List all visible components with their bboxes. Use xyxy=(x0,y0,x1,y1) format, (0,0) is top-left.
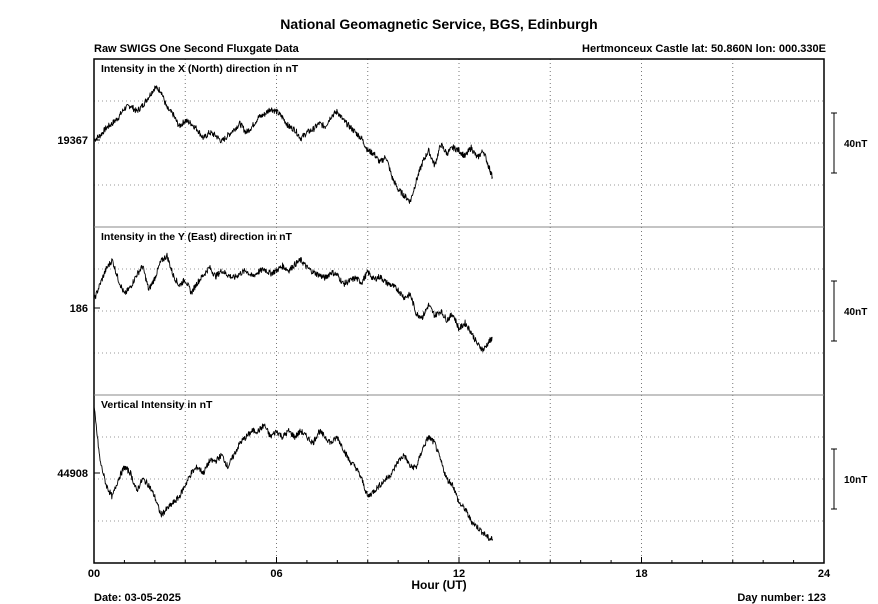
baseline-label: 186 xyxy=(70,303,88,315)
x-tick-label: 06 xyxy=(270,568,282,580)
panel-title: Vertical Intensity in nT xyxy=(101,399,213,411)
day-number-label: Day number: 123 xyxy=(737,592,826,604)
grid-lines xyxy=(94,59,824,563)
chart-labels: 00 06 12 18 24 Intensity in the X (North) dir… xyxy=(57,63,867,580)
panel-title: Intensity in the Y (East) direction in n… xyxy=(101,231,293,243)
baseline-label: 19367 xyxy=(57,135,88,147)
data-trace xyxy=(93,406,493,541)
x-tick-label: 12 xyxy=(453,568,465,580)
x-tick-label: 18 xyxy=(635,568,647,580)
data-source-label: Raw SWIGS One Second Fluxgate Data xyxy=(94,43,299,55)
chart-title: National Geomagnetic Service, BGS, Edinb… xyxy=(280,16,598,32)
data-trace xyxy=(93,252,493,353)
date-label: Date: 03-05-2025 xyxy=(94,592,181,604)
baseline-label: 44908 xyxy=(57,468,88,480)
chart-frame xyxy=(93,58,837,564)
scale-bar-label: 40nT xyxy=(844,139,867,150)
x-tick-label: 24 xyxy=(818,568,831,580)
x-tick-label: 00 xyxy=(88,568,100,580)
scale-bar-label: 10nT xyxy=(844,475,867,486)
panel-title: Intensity in the X (North) direction in … xyxy=(101,63,299,75)
x-axis-label: Hour (UT) xyxy=(411,578,467,592)
data-traces xyxy=(93,85,493,541)
station-location-label: Hertmonceux Castle lat: 50.860N lon: 000… xyxy=(582,43,826,55)
data-trace xyxy=(93,85,493,204)
scale-bar-label: 40nT xyxy=(844,307,867,318)
